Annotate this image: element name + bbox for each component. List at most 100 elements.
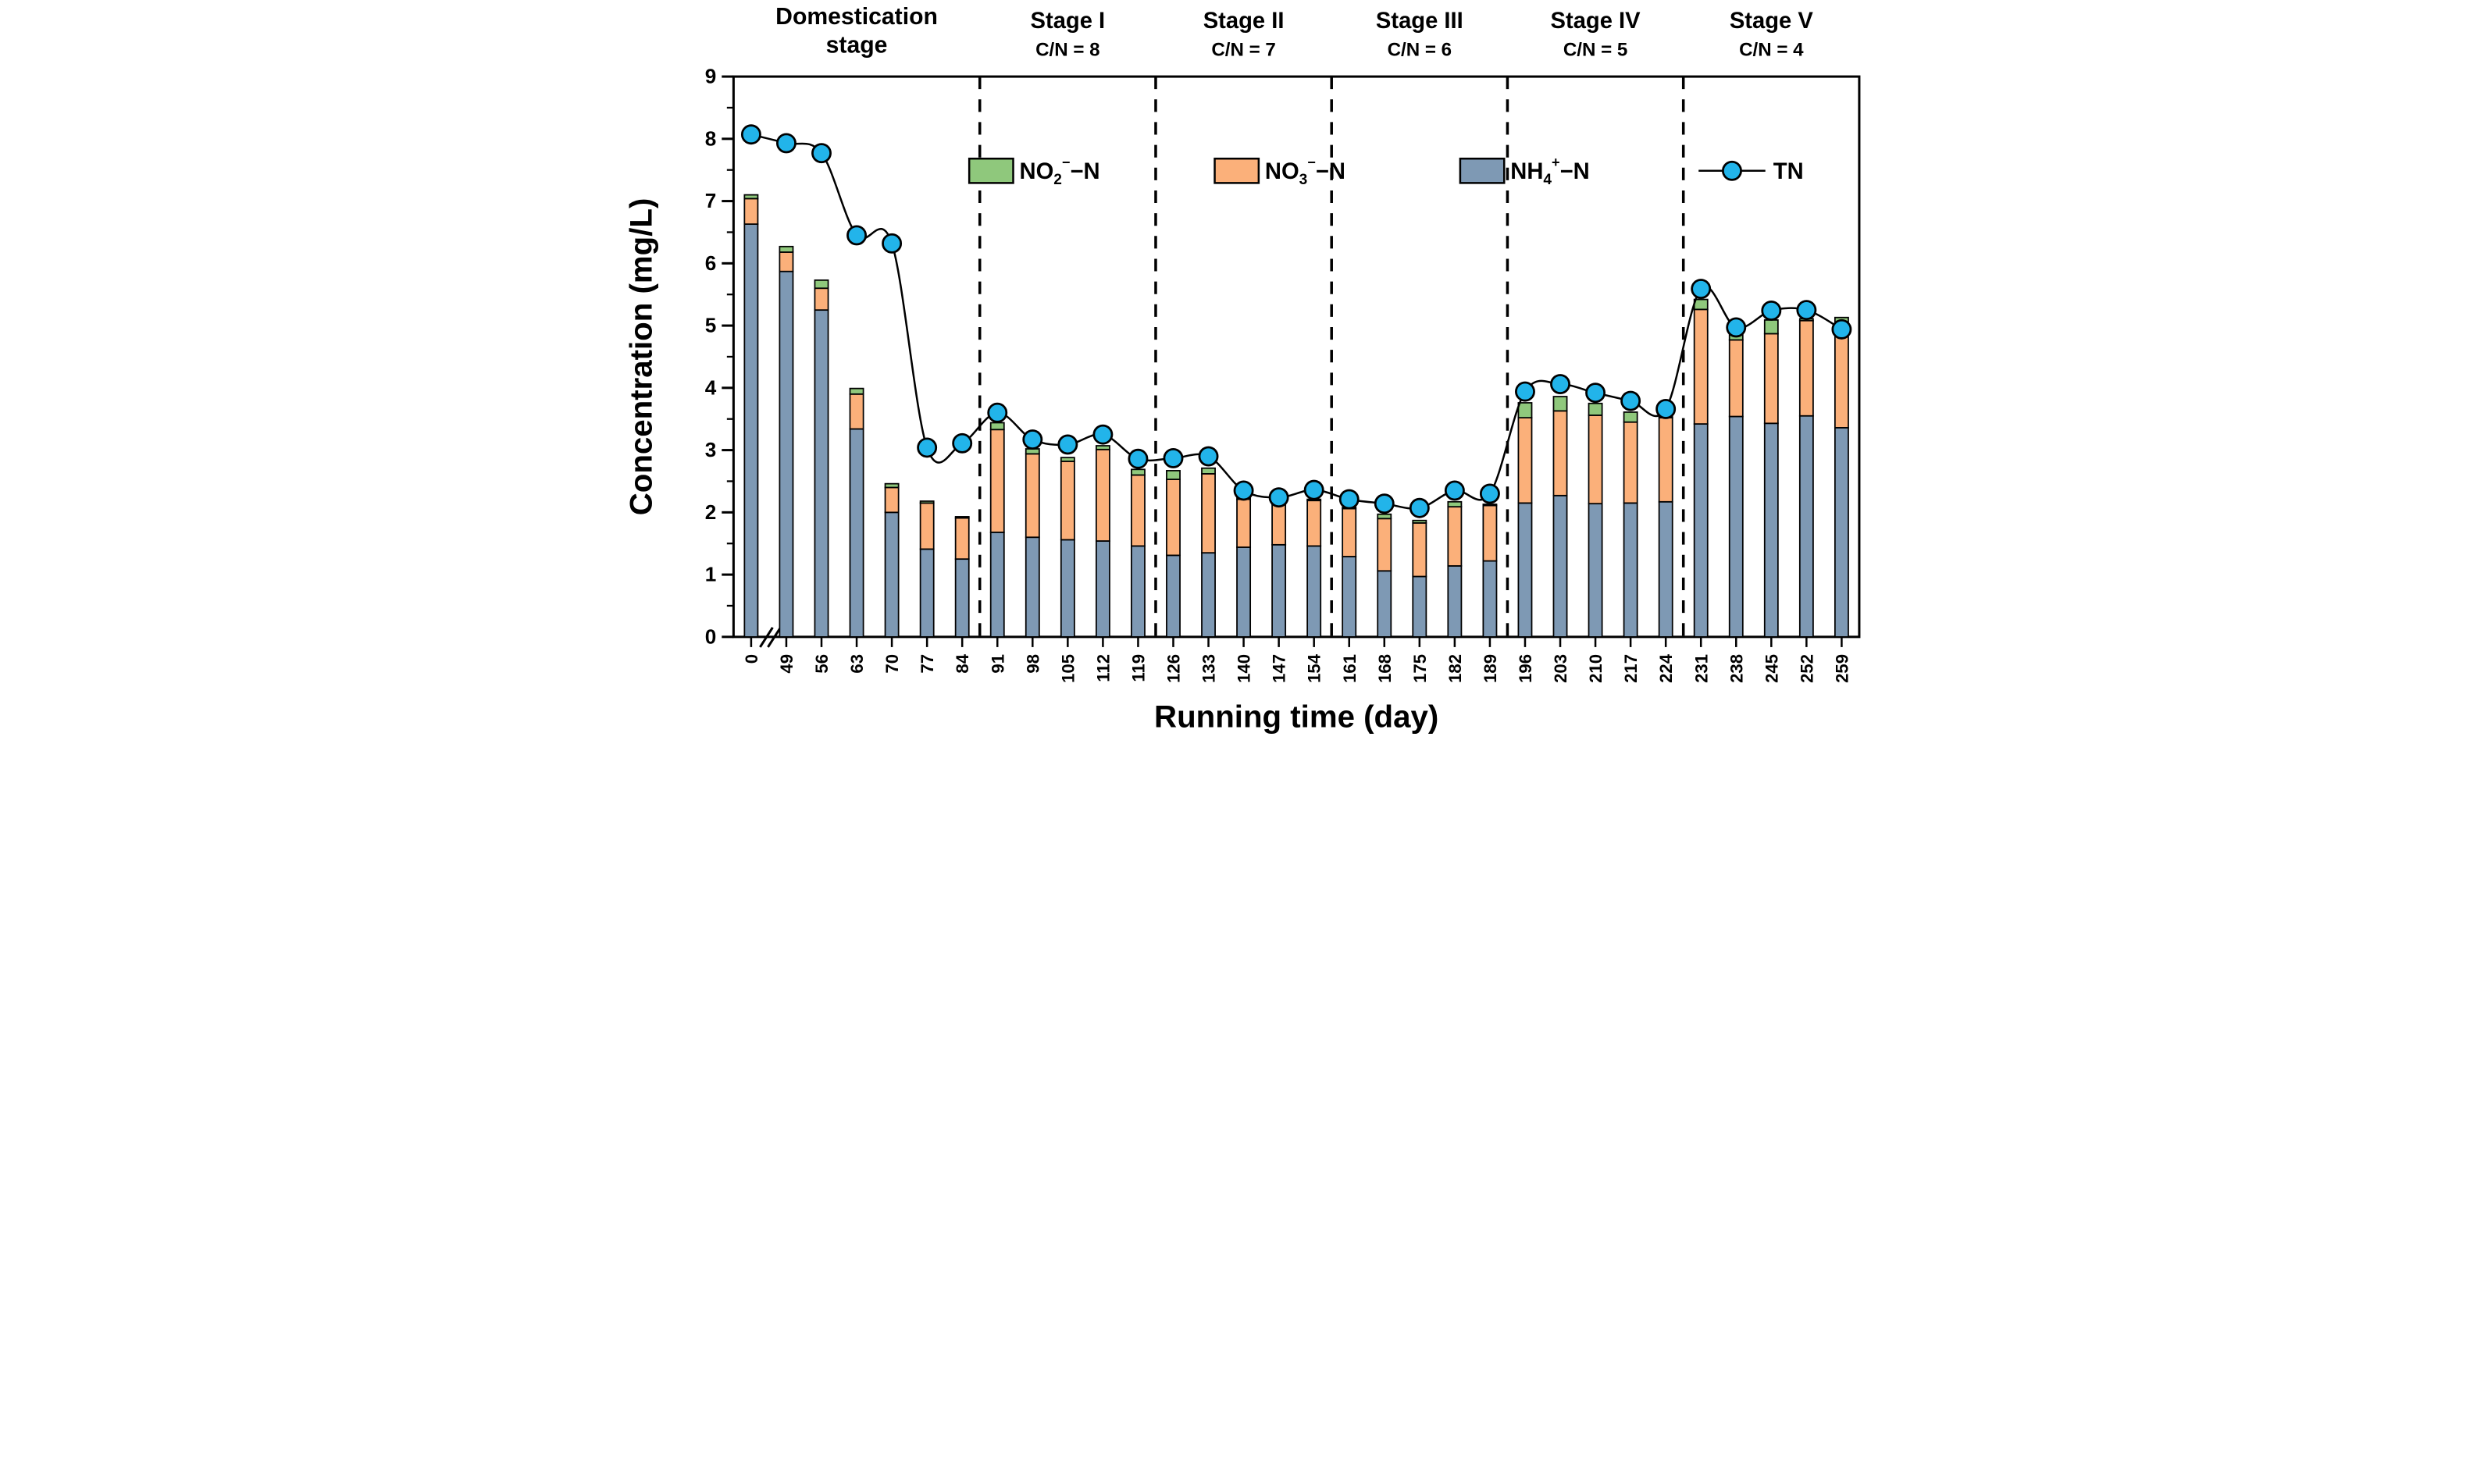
x-tick-label: 84 bbox=[953, 653, 972, 673]
bar-stack bbox=[954, 516, 970, 638]
tn-point-marker bbox=[846, 225, 867, 246]
tn-point-marker bbox=[1549, 374, 1570, 395]
bar-segment-nh4 bbox=[1095, 540, 1110, 638]
bar-segment-no3 bbox=[1481, 504, 1497, 562]
tn-point-marker bbox=[916, 437, 937, 458]
bar-segment-nh4 bbox=[779, 270, 793, 638]
bar-stack bbox=[1693, 298, 1709, 638]
bar-stack bbox=[849, 387, 864, 638]
bar-segment-no3 bbox=[1411, 522, 1427, 578]
bar-segment-nh4 bbox=[1200, 552, 1216, 638]
y-tick-label: 4 bbox=[704, 375, 716, 399]
x-tick-label: 147 bbox=[1269, 654, 1288, 683]
bar-segment-no2 bbox=[814, 279, 829, 290]
bar-segment-no3 bbox=[919, 502, 935, 550]
bar-segment-no3 bbox=[1517, 417, 1532, 504]
x-tick-label: 189 bbox=[1480, 654, 1499, 683]
bar-segment-no3 bbox=[1095, 448, 1110, 542]
legend-swatch-no2 bbox=[968, 157, 1014, 184]
bar-stack bbox=[1341, 507, 1356, 638]
tn-point-marker bbox=[1444, 480, 1465, 501]
bar-segment-nh4 bbox=[814, 309, 829, 638]
x-tick-label: 112 bbox=[1093, 654, 1113, 682]
tn-point-marker bbox=[1057, 434, 1078, 455]
bar-segment-nh4 bbox=[989, 531, 1005, 638]
bar-segment-nh4 bbox=[1763, 422, 1779, 638]
x-tick-label: 217 bbox=[1621, 654, 1641, 683]
x-tick-label: 91 bbox=[988, 654, 1007, 674]
bar-segment-no3 bbox=[1165, 479, 1181, 557]
legend-label-no2: NO2−−N bbox=[1019, 155, 1099, 188]
bar-segment-nh4 bbox=[1693, 423, 1709, 638]
bar-segment-no3 bbox=[1658, 417, 1673, 503]
tn-point-marker bbox=[740, 124, 761, 145]
bar-segment-nh4 bbox=[849, 428, 864, 638]
bar-segment-no3 bbox=[1623, 421, 1638, 504]
bar-segment-no2 bbox=[1763, 319, 1779, 335]
x-tick-label: 259 bbox=[1832, 654, 1851, 683]
bar-segment-nh4 bbox=[1130, 545, 1146, 638]
x-tick-label: 245 bbox=[1762, 654, 1781, 683]
bar-stack bbox=[1798, 318, 1814, 638]
bar-segment-no3 bbox=[1446, 506, 1462, 567]
tn-point-marker bbox=[1620, 390, 1641, 411]
bar-segment-nh4 bbox=[1376, 570, 1392, 638]
tn-point-marker bbox=[1409, 497, 1430, 518]
x-tick-label: 196 bbox=[1516, 654, 1535, 683]
tn-point-marker bbox=[1268, 487, 1289, 508]
tn-point-marker bbox=[811, 143, 832, 164]
bar-segment-nh4 bbox=[884, 511, 900, 638]
x-tick-label: 161 bbox=[1339, 654, 1359, 683]
axis-break-icon bbox=[758, 626, 774, 648]
bar-segment-nh4 bbox=[1728, 415, 1744, 638]
tn-point-marker bbox=[1584, 383, 1606, 404]
tn-point-marker bbox=[1021, 429, 1042, 450]
bar-segment-no3 bbox=[1763, 333, 1779, 425]
x-tick-label: 0 bbox=[741, 654, 761, 664]
bar-segment-no3 bbox=[1693, 308, 1709, 425]
bar-stack bbox=[1200, 467, 1216, 638]
bar-segment-no2 bbox=[954, 516, 970, 519]
bar-segment-nh4 bbox=[1798, 415, 1814, 638]
bar-segment-no2 bbox=[1481, 504, 1497, 507]
bar-segment-nh4 bbox=[919, 548, 935, 638]
bar-segment-no3 bbox=[1341, 507, 1356, 557]
tn-point-marker bbox=[1303, 479, 1324, 500]
bar-segment-no2 bbox=[1376, 513, 1392, 520]
x-tick-label: 140 bbox=[1234, 654, 1253, 683]
stage-header-cn: C/N = 4 bbox=[1739, 39, 1804, 60]
x-tick-label: 126 bbox=[1164, 654, 1183, 683]
legend-marker-tn bbox=[1721, 160, 1742, 181]
x-tick-label: 56 bbox=[812, 654, 832, 674]
x-tick-label: 168 bbox=[1374, 654, 1394, 683]
legend-item-no2: NO2−−N bbox=[968, 155, 1099, 188]
bar-stack bbox=[1376, 513, 1392, 638]
bar-segment-nh4 bbox=[1834, 426, 1849, 638]
tn-point-marker bbox=[1830, 319, 1851, 340]
x-tick-label: 238 bbox=[1727, 654, 1746, 683]
bar-segment-no2 bbox=[743, 194, 758, 200]
bar-segment-no3 bbox=[1306, 500, 1321, 547]
tn-point-marker bbox=[1479, 483, 1500, 504]
y-axis-title: Concentration (mg/L) bbox=[623, 198, 658, 516]
legend-label-no3: NO3−−N bbox=[1264, 155, 1345, 188]
bar-stack bbox=[1763, 319, 1779, 638]
bar-stack bbox=[1728, 332, 1744, 638]
tn-point-marker bbox=[1127, 448, 1148, 469]
bar-segment-no2 bbox=[919, 500, 935, 504]
bar-stack bbox=[1481, 504, 1497, 638]
y-tick-label: 3 bbox=[704, 438, 716, 461]
bar-segment-no2 bbox=[1552, 396, 1567, 412]
x-tick-label: 77 bbox=[918, 654, 937, 674]
y-tick-label: 1 bbox=[704, 563, 716, 586]
bar-stack bbox=[1025, 448, 1040, 638]
bar-segment-no3 bbox=[1200, 473, 1216, 554]
bar-stack bbox=[1130, 468, 1146, 638]
bar-segment-no2 bbox=[1095, 445, 1110, 450]
bar-segment-nh4 bbox=[1658, 500, 1673, 638]
stage-header-cn: C/N = 5 bbox=[1563, 39, 1627, 60]
bar-segment-no2 bbox=[1517, 402, 1532, 418]
bar-stack bbox=[1517, 402, 1532, 638]
bar-stack bbox=[743, 194, 758, 638]
bar-segment-no3 bbox=[1130, 474, 1146, 547]
